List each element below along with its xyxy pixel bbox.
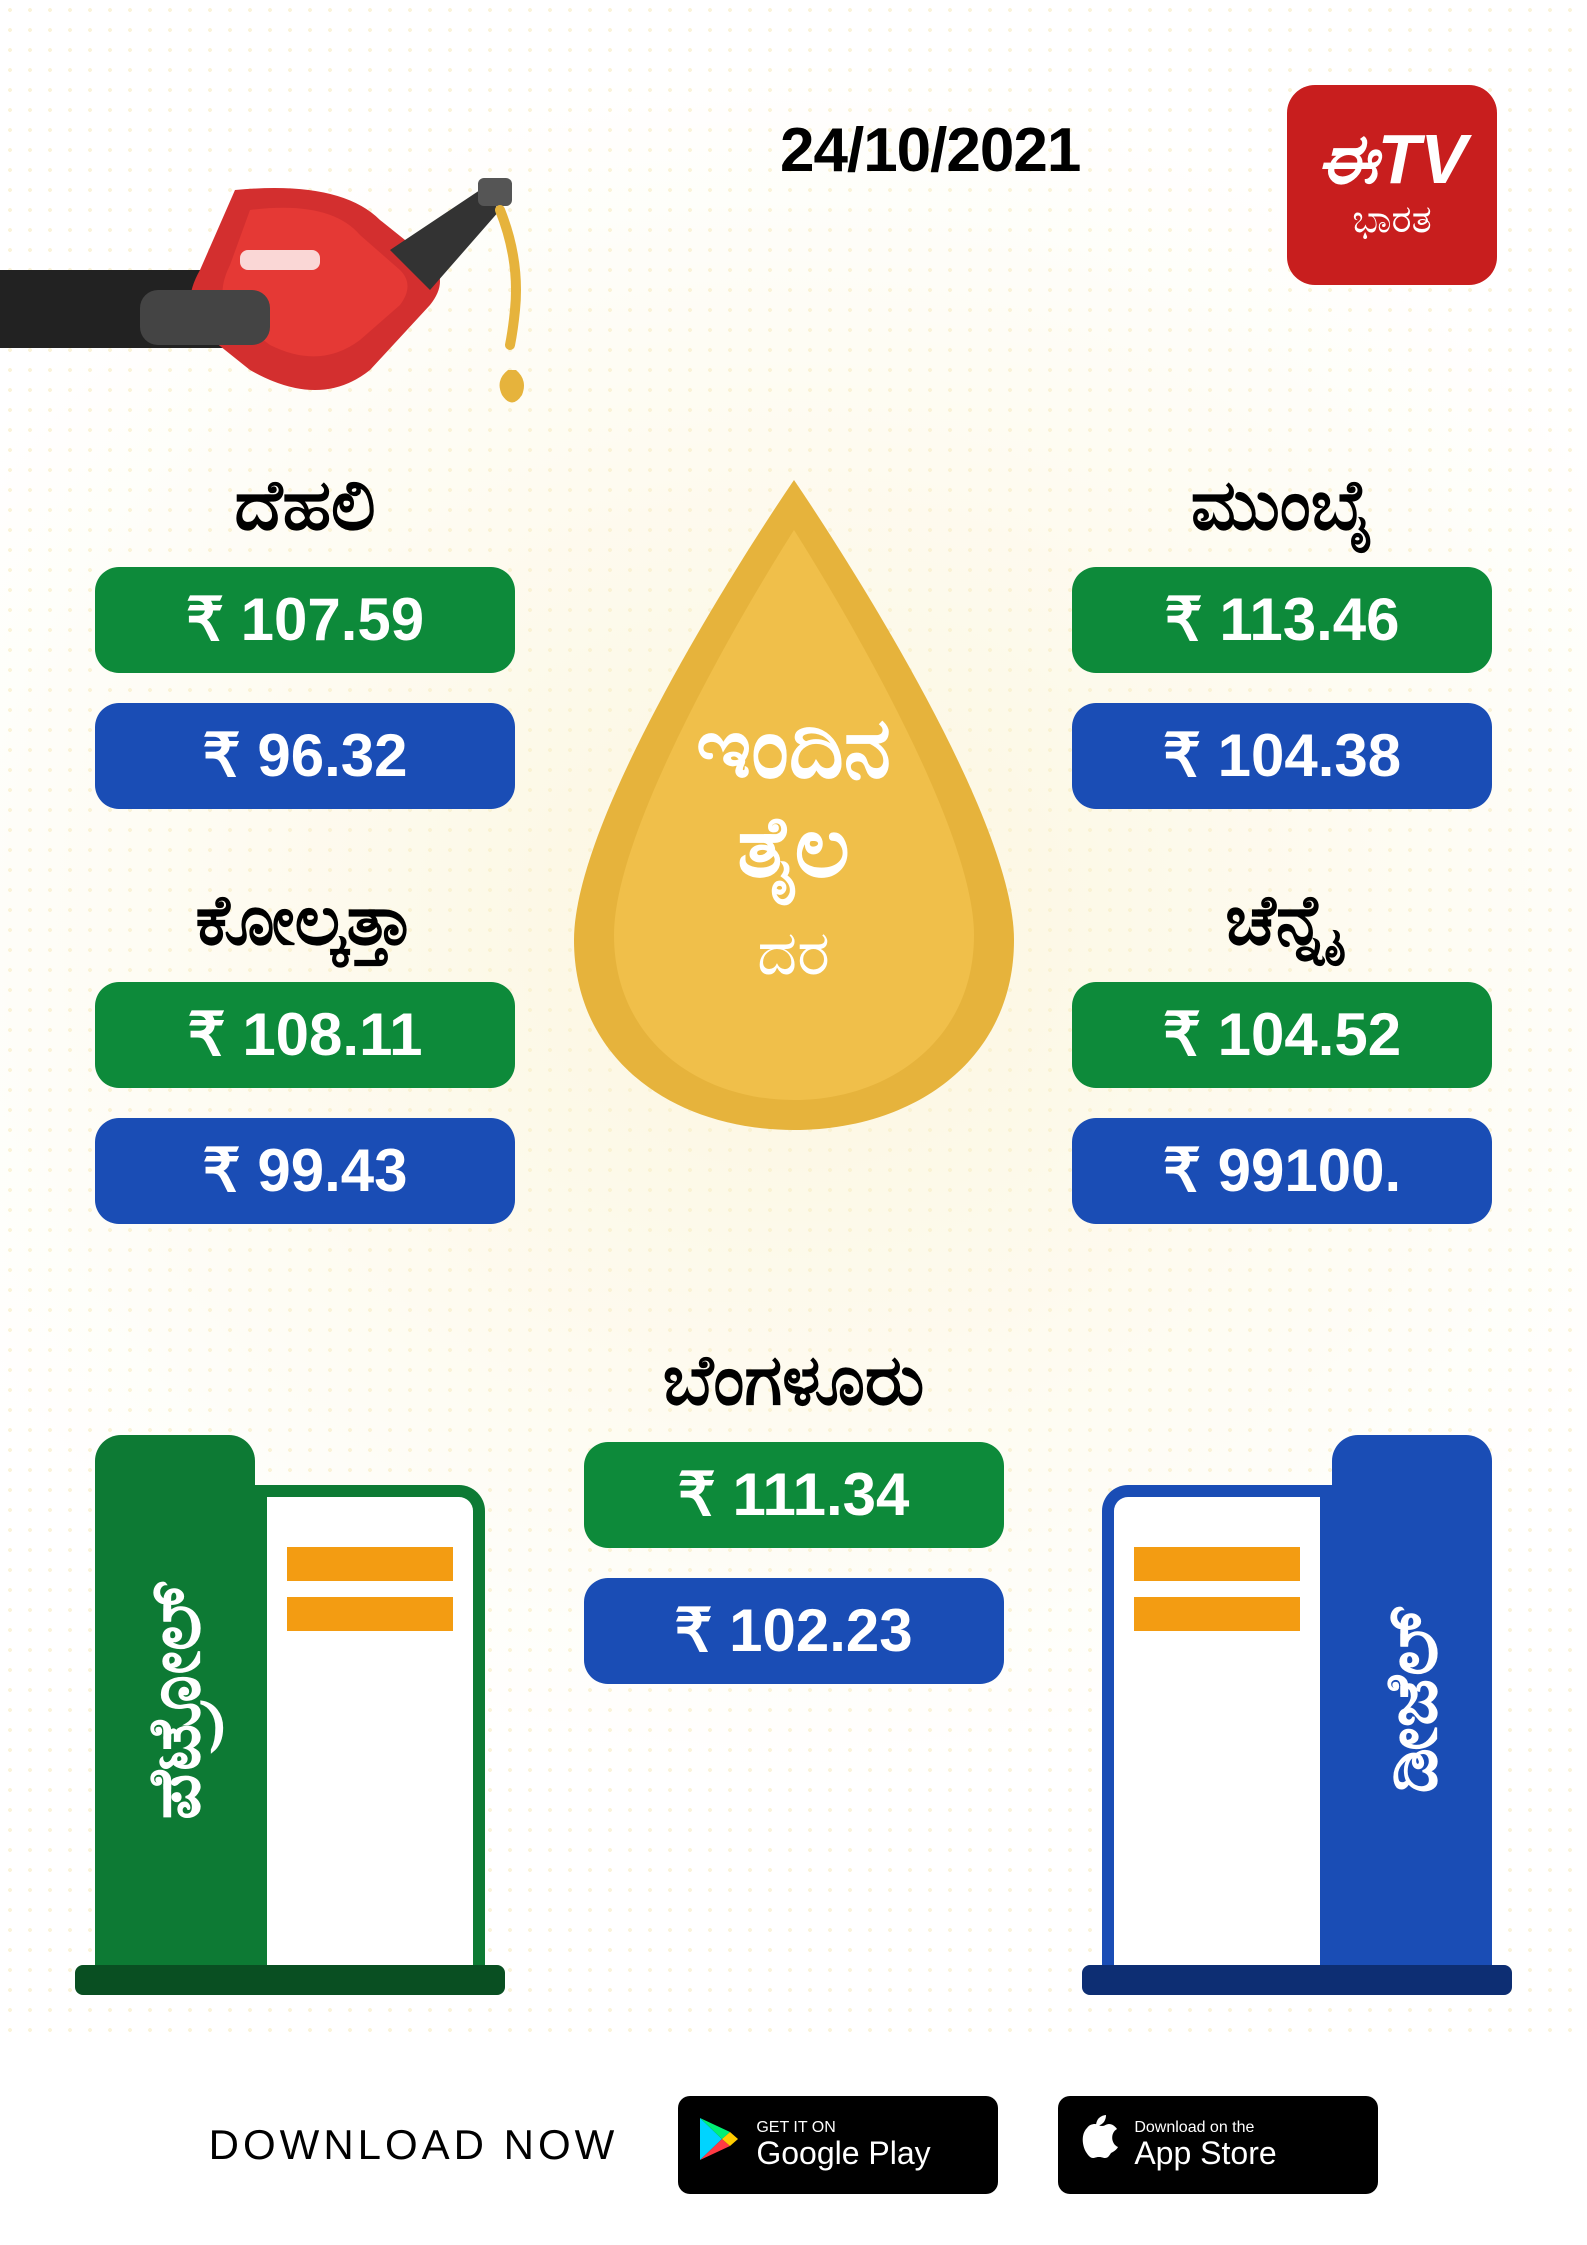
petrol-label: ಪೆಟ್ರೋಲ್ — [134, 1581, 216, 1820]
google-big-text: Google Play — [756, 2136, 930, 2171]
city-block-kolkata: ಕೋಲ್ಕತ್ತಾ ₹ 108.11 ₹ 99.43 — [95, 880, 515, 1254]
pump-body: ಡೀಜೆಲ್ — [1332, 1435, 1492, 1965]
google-play-badge[interactable]: GET IT ON Google Play — [678, 2096, 998, 2194]
diesel-price: ₹ 102.23 — [584, 1578, 1004, 1684]
city-block-mumbai: ಮುಂಬೈ ₹ 113.46 ₹ 104.38 — [1072, 465, 1492, 839]
apple-small-text: Download on the — [1134, 2119, 1276, 2137]
app-store-badge[interactable]: Download on the App Store — [1058, 2096, 1378, 2194]
oil-drop-graphic: ಇಂದಿನ ತೈಲ ದರ — [544, 480, 1044, 1130]
city-name: ಮುಂಬೈ — [1072, 465, 1492, 547]
date-text: 24/10/2021 — [780, 115, 1080, 186]
city-block-delhi: ದೆಹಲಿ ₹ 107.59 ₹ 96.32 — [95, 465, 515, 839]
diesel-pump-icon: ಡೀಜೆಲ್ — [1102, 1435, 1492, 1995]
pump-display — [255, 1485, 485, 1965]
infographic-container: 24/10/2021 ಈTV ಭಾರತ ಇಂದಿನ ತೈಲ ದರ ದೆಹಲಿ ₹… — [0, 0, 1587, 2245]
petrol-price: ₹ 111.34 — [584, 1442, 1004, 1548]
diesel-price: ₹ 104.38 — [1072, 703, 1492, 809]
diesel-price: ₹ 99100. — [1072, 1118, 1492, 1224]
pump-body: ಪೆಟ್ರೋಲ್ — [95, 1435, 255, 1965]
city-name: ಚೆನ್ನೈ — [1072, 880, 1492, 962]
logo-main-text: ಈTV — [1317, 128, 1467, 191]
pump-stripe — [287, 1547, 453, 1581]
drop-line1: ಇಂದಿನ — [696, 700, 891, 799]
pump-base — [75, 1965, 505, 1995]
petrol-price: ₹ 104.52 — [1072, 982, 1492, 1088]
city-block-chennai: ಚೆನ್ನೈ ₹ 104.52 ₹ 99100. — [1072, 880, 1492, 1254]
fuel-nozzle-icon — [0, 70, 560, 420]
pump-stripe — [287, 1597, 453, 1631]
google-play-icon — [698, 2116, 740, 2174]
pump-display — [1102, 1485, 1332, 1965]
pump-base — [1082, 1965, 1512, 1995]
diesel-price: ₹ 99.43 — [95, 1118, 515, 1224]
drop-line2: ತೈಲ — [737, 799, 849, 898]
city-block-bengaluru: ಬೆಂಗಳೂರು ₹ 111.34 ₹ 102.23 — [584, 1340, 1004, 1714]
footer-bar: DOWNLOAD NOW GET IT ON Google Play Downl… — [0, 2045, 1587, 2245]
pump-stripe — [1134, 1547, 1300, 1581]
etv-bharat-logo: ಈTV ಭಾರತ — [1287, 85, 1497, 285]
google-small-text: GET IT ON — [756, 2119, 930, 2137]
city-name: ಕೋಲ್ಕತ್ತಾ — [95, 880, 515, 962]
city-name: ದೆಹಲಿ — [95, 465, 515, 547]
petrol-price: ₹ 107.59 — [95, 567, 515, 673]
diesel-label: ಡೀಜೆಲ್ — [1371, 1606, 1453, 1793]
petrol-pump-icon: ಪೆಟ್ರೋಲ್ — [95, 1435, 485, 1995]
diesel-price: ₹ 96.32 — [95, 703, 515, 809]
pump-stripe — [1134, 1597, 1300, 1631]
logo-sub-text: ಭಾರತ — [1352, 199, 1432, 242]
apple-big-text: App Store — [1134, 2136, 1276, 2171]
petrol-price: ₹ 108.11 — [95, 982, 515, 1088]
apple-icon — [1078, 2115, 1118, 2175]
city-name: ಬೆಂಗಳೂರು — [584, 1340, 1004, 1422]
download-now-text: DOWNLOAD NOW — [209, 2121, 619, 2169]
petrol-price: ₹ 113.46 — [1072, 567, 1492, 673]
drop-line3: ದರ — [757, 918, 830, 990]
